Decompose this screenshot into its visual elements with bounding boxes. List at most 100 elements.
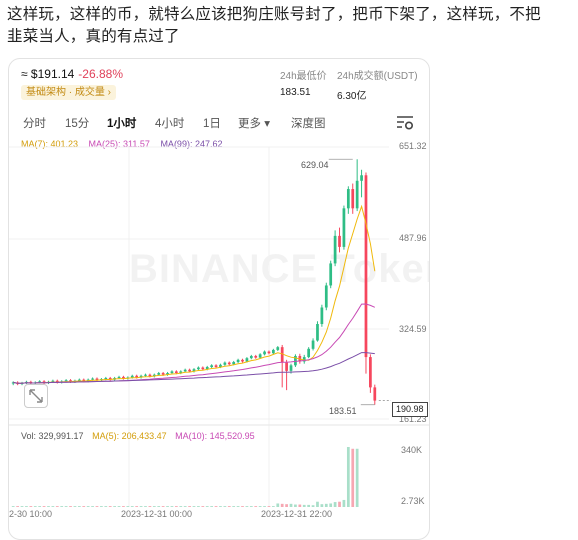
candle-body <box>276 347 280 350</box>
volume-bar <box>227 506 231 507</box>
low-label: 24h最低价 <box>280 71 327 82</box>
volume-bar <box>241 506 244 507</box>
candle-body <box>369 357 372 388</box>
volume-bar <box>298 504 302 507</box>
volume-bar <box>157 506 161 507</box>
candle-body <box>249 355 253 359</box>
volume-bar <box>236 506 240 507</box>
candle-body <box>108 378 112 380</box>
volume-label: 24h成交额(USDT) <box>337 71 418 82</box>
volume-bar <box>113 506 116 507</box>
volume-bar <box>82 506 86 507</box>
volume-bar <box>205 506 209 507</box>
volume-bar <box>272 506 275 507</box>
candle-body <box>316 324 319 341</box>
volume-bar <box>249 506 253 507</box>
candle-body <box>263 351 266 355</box>
volume-bar <box>130 506 134 507</box>
volume-bar <box>86 506 90 507</box>
vol-ma5-label: MA(5): 206,433.47 <box>92 431 167 441</box>
ma7-label: MA(7): 401.23 <box>21 139 79 149</box>
tab-depth[interactable]: 深度图 <box>291 118 326 130</box>
volume-bar <box>139 506 143 507</box>
tab-1d[interactable]: 1日 <box>203 118 221 130</box>
volume-bar <box>16 506 19 507</box>
candle-body <box>69 380 72 382</box>
candle-body <box>329 263 333 286</box>
volume-bar <box>289 503 293 507</box>
volume-bar <box>219 506 222 507</box>
volume-bar <box>166 506 169 507</box>
candle-body <box>227 362 231 365</box>
candle-body <box>157 373 161 375</box>
candle-body <box>144 374 147 376</box>
volume-bar <box>338 501 341 507</box>
volume-stat: 24h成交额(USDT) 6.30亿 <box>337 67 418 102</box>
volume-bar <box>183 506 187 507</box>
candle-body <box>280 347 284 363</box>
candlestick-chart[interactable] <box>9 59 429 539</box>
volume-bar <box>108 506 112 507</box>
volume-bar <box>188 506 191 507</box>
volume-bar <box>51 506 55 507</box>
candle-body <box>130 375 134 378</box>
tab-4h[interactable]: 4小时 <box>155 118 185 130</box>
volume-bar <box>329 503 333 507</box>
volume-axis-label: 340K <box>401 445 423 455</box>
price-axis-label: 324.59 <box>399 324 427 334</box>
volume-bar <box>95 506 99 507</box>
candle-body <box>338 235 341 247</box>
candle-body <box>64 380 68 382</box>
volume-value: 6.30亿 <box>337 91 367 102</box>
volume-bar <box>333 502 337 507</box>
tab-1h[interactable]: 1小时 <box>107 118 137 130</box>
volume-bar <box>60 506 64 507</box>
tab-time-share[interactable]: 分时 <box>23 118 46 130</box>
candle-body <box>360 175 363 181</box>
candle-body <box>135 375 139 378</box>
candle-body <box>77 379 81 381</box>
candle-body <box>232 362 236 365</box>
candle-body <box>38 381 42 383</box>
volume-bar <box>223 506 227 507</box>
volume-bar <box>152 506 156 507</box>
tab-15m[interactable]: 15分 <box>65 118 90 130</box>
volume-bar <box>355 448 359 507</box>
candle-body <box>364 175 368 358</box>
volume-bar <box>91 506 94 507</box>
candle-body <box>245 358 249 362</box>
volume-bar <box>25 506 28 507</box>
kline-card[interactable]: ≈ $191.14 -26.88% 基础架构 · 成交量 › 24h最低价 183… <box>8 58 430 540</box>
candle-body <box>254 355 258 358</box>
candle-body <box>201 367 205 370</box>
volume-bar <box>122 506 125 507</box>
ma99-line <box>13 352 375 384</box>
candle-body <box>289 365 293 371</box>
candle-body <box>197 367 200 370</box>
ma99-label: MA(99): 247.62 <box>160 139 223 149</box>
tab-more[interactable]: 更多 ▾ <box>238 118 270 130</box>
candle-body <box>373 387 377 401</box>
volume-bar <box>232 506 236 507</box>
category-tags[interactable]: 基础架构 · 成交量 › <box>21 85 116 100</box>
candle-body <box>285 362 288 371</box>
volume-bar <box>170 506 174 507</box>
candle-body <box>236 359 240 363</box>
settings-icon[interactable] <box>396 115 414 131</box>
volume-bar <box>161 506 165 507</box>
volume-bar <box>263 506 266 507</box>
candle-body <box>82 379 86 382</box>
volume-axis-label: 2.73K <box>401 496 425 506</box>
volume-bar <box>214 506 218 507</box>
price-axis-label: 651.32 <box>399 141 427 151</box>
time-axis-label: 2-30 10:00 <box>9 509 53 519</box>
expand-icon[interactable] <box>24 384 48 408</box>
candle-body <box>324 285 328 308</box>
volume-bar <box>267 506 271 507</box>
volume-bar <box>47 506 50 507</box>
candle-body <box>179 371 183 374</box>
volume-bar <box>210 506 214 507</box>
low-marker: 183.51 <box>329 406 357 416</box>
post-line-2: 韭菜当人，真的有点过了 <box>7 28 180 45</box>
volume-bar <box>302 504 306 507</box>
